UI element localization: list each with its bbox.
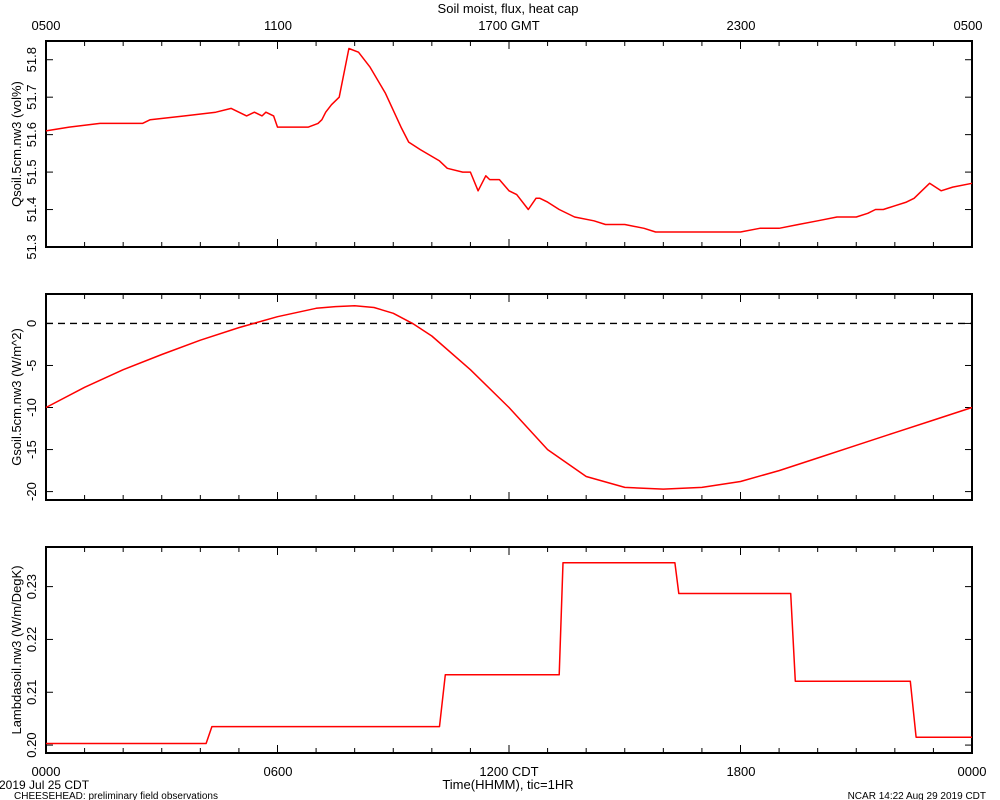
- bottom-tick-label: 1800: [727, 764, 756, 779]
- y-tick-label: 0: [24, 320, 39, 327]
- y-axis-label: Lambdasoil.nw3 (W/m/DegK): [9, 565, 24, 734]
- y-tick-label: -20: [24, 482, 39, 501]
- y-tick-label: 51.4: [24, 197, 39, 222]
- y-tick-label: 51.6: [24, 122, 39, 147]
- footer-note: CHEESEHEAD: preliminary field observatio…: [14, 791, 218, 800]
- y-tick-label: -5: [24, 360, 39, 372]
- series-line: [45, 305, 973, 490]
- y-tick-label: 0.21: [24, 680, 39, 705]
- y-tick-label: -15: [24, 440, 39, 459]
- chart-title: Soil moist, flux, heat cap: [438, 1, 579, 16]
- plot-frame: [45, 40, 973, 248]
- y-tick-label: 51.5: [24, 159, 39, 184]
- bottom-tick-label: 0000: [958, 764, 987, 779]
- y-tick-label: 0.20: [24, 732, 39, 757]
- y-tick-label: 51.8: [24, 47, 39, 72]
- y-tick-label: -10: [24, 398, 39, 417]
- bottom-time-axis: 0000 0600 1200 CDT 1800 0000: [32, 764, 987, 779]
- y-axis-label: Qsoil.5cm.nw3 (vol%): [9, 81, 24, 207]
- plot-frame: [45, 546, 973, 754]
- y-tick-label: 51.3: [24, 234, 39, 259]
- y-tick-label: 51.7: [24, 85, 39, 110]
- top-tick-label: 2300: [727, 18, 756, 33]
- plot-frame: [45, 293, 973, 501]
- footer-stamp: NCAR 14:22 Aug 29 2019 CDT: [848, 791, 986, 800]
- series-line: [46, 562, 972, 745]
- top-time-axis: 0500 1100 1700 GMT 2300 0500: [32, 18, 983, 33]
- bottom-tick-label: 0600: [264, 764, 293, 779]
- footer-date: 2019 Jul 25 CDT: [0, 778, 90, 792]
- bottom-tick-label: 0000: [32, 764, 61, 779]
- bottom-tick-label: 1200 CDT: [479, 764, 538, 779]
- top-tick-label: 1100: [264, 18, 292, 33]
- top-tick-label: 0500: [954, 18, 983, 33]
- top-tick-label: 0500: [32, 18, 61, 33]
- top-tick-label: 1700 GMT: [478, 18, 539, 33]
- soil-heat-flux-panel: 0 -5 -10 -15 -20 Gsoil.5cm.nw3 (W/m^2): [9, 293, 973, 501]
- series-line: [45, 47, 973, 233]
- y-axis-label: Gsoil.5cm.nw3 (W/m^2): [9, 328, 24, 466]
- y-tick-label: 0.23: [24, 574, 39, 599]
- x-axis-label: Time(HHMM), tic=1HR: [442, 777, 573, 792]
- y-tick-label: 0.22: [24, 627, 39, 652]
